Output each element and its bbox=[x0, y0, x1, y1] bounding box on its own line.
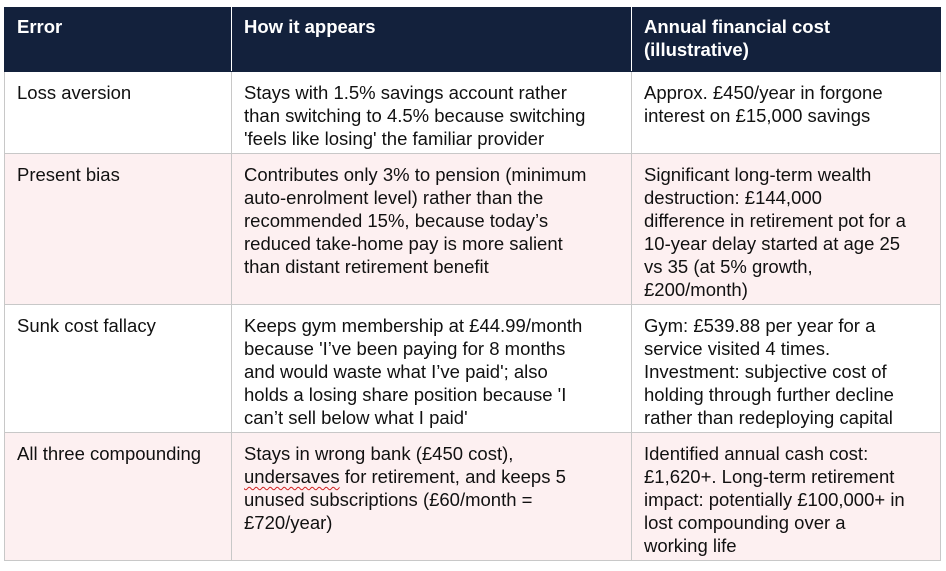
table-row-loss-aversion: Loss aversion Stays with 1.5% savings ac… bbox=[4, 71, 941, 154]
table-row-all-three-compounding: All three compounding Stays in wrong ban… bbox=[4, 432, 941, 561]
spellcheck-flagged-word[interactable]: undersaves bbox=[244, 466, 340, 487]
cell-error: Present bias bbox=[4, 153, 232, 305]
cell-error: Sunk cost fallacy bbox=[4, 304, 232, 433]
cell-annual-cost: Approx. £450/year in forgone interest on… bbox=[631, 71, 941, 154]
cell-text-part: for retirement, and keeps 5 unused subsc… bbox=[244, 466, 566, 533]
cell-how-it-appears: Keeps gym membership at £44.99/month bec… bbox=[231, 304, 632, 433]
cell-how-it-appears: Contributes only 3% to pension (minimum … bbox=[231, 153, 632, 305]
cell-annual-cost: Significant long-term wealth destruction… bbox=[631, 153, 941, 305]
cell-annual-cost: Identified annual cash cost: £1,620+. Lo… bbox=[631, 432, 941, 561]
table-row-sunk-cost-fallacy: Sunk cost fallacy Keeps gym membership a… bbox=[4, 304, 941, 433]
column-header-how-it-appears: How it appears bbox=[231, 7, 632, 72]
behavioural-errors-table: Error How it appears Annual financial co… bbox=[4, 7, 941, 561]
cell-annual-cost: Gym: £539.88 per year for a service visi… bbox=[631, 304, 941, 433]
column-header-annual-cost: Annual financial cost (illustrative) bbox=[631, 7, 941, 72]
table-row-present-bias: Present bias Contributes only 3% to pens… bbox=[4, 153, 941, 305]
cell-how-it-appears: Stays with 1.5% savings account rather t… bbox=[231, 71, 632, 154]
table-header-row: Error How it appears Annual financial co… bbox=[4, 7, 941, 72]
cell-error: Loss aversion bbox=[4, 71, 232, 154]
comparison-table-container: Error How it appears Annual financial co… bbox=[4, 7, 941, 561]
cell-text-part: Stays in wrong bank (£450 cost), bbox=[244, 443, 514, 464]
cell-how-it-appears: Stays in wrong bank (£450 cost), undersa… bbox=[231, 432, 632, 561]
column-header-error: Error bbox=[4, 7, 232, 72]
cell-error: All three compounding bbox=[4, 432, 232, 561]
